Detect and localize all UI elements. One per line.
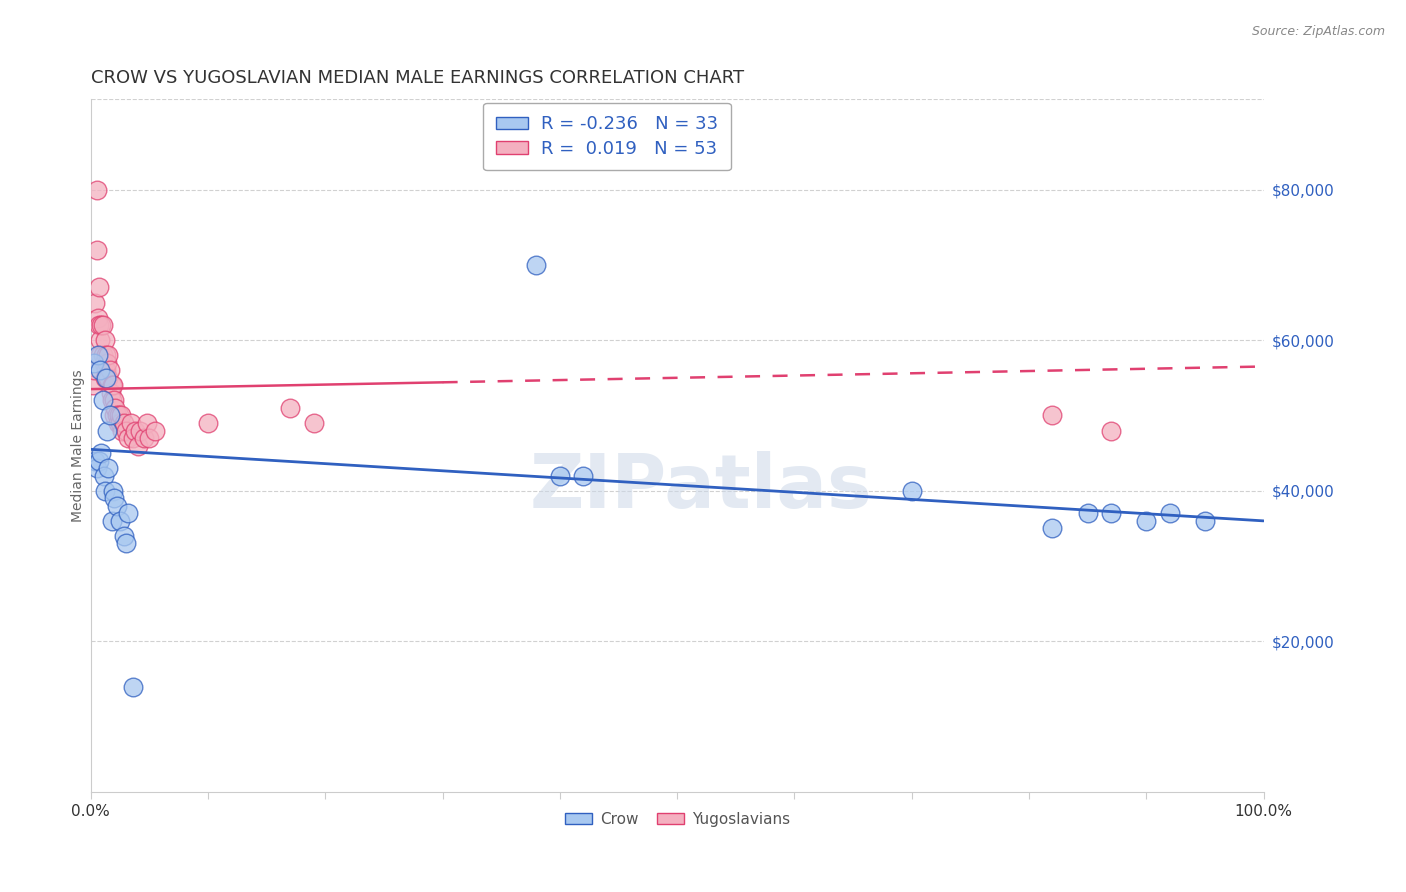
Point	[138, 431, 160, 445]
Text: ZIPatlas: ZIPatlas	[529, 450, 872, 524]
Point	[96, 371, 118, 385]
Point	[112, 416, 135, 430]
Point	[127, 439, 149, 453]
Point	[1159, 506, 1181, 520]
Point	[98, 409, 121, 423]
Point	[104, 401, 127, 415]
Point	[94, 333, 117, 347]
Point	[101, 378, 124, 392]
Point	[572, 468, 595, 483]
Point	[94, 363, 117, 377]
Point	[108, 416, 131, 430]
Point	[115, 424, 138, 438]
Point	[107, 416, 129, 430]
Point	[900, 483, 922, 498]
Point	[97, 461, 120, 475]
Point	[101, 378, 124, 392]
Point	[117, 506, 139, 520]
Point	[90, 318, 112, 332]
Point	[87, 453, 110, 467]
Point	[117, 431, 139, 445]
Point	[86, 182, 108, 196]
Point	[101, 514, 124, 528]
Point	[83, 363, 105, 377]
Point	[103, 409, 125, 423]
Point	[89, 363, 111, 377]
Point	[87, 348, 110, 362]
Point	[94, 483, 117, 498]
Point	[84, 295, 107, 310]
Point	[143, 424, 166, 438]
Point	[278, 401, 301, 415]
Point	[98, 363, 121, 377]
Point	[86, 243, 108, 257]
Point	[1194, 514, 1216, 528]
Point	[105, 499, 128, 513]
Point	[132, 431, 155, 445]
Point	[89, 348, 111, 362]
Point	[91, 348, 114, 362]
Point	[97, 348, 120, 362]
Point	[105, 409, 128, 423]
Point	[96, 356, 118, 370]
Point	[93, 356, 115, 370]
Point	[302, 416, 325, 430]
Point	[108, 409, 131, 423]
Point	[1077, 506, 1099, 520]
Point	[83, 356, 105, 370]
Point	[1135, 514, 1157, 528]
Point	[87, 318, 110, 332]
Point	[86, 461, 108, 475]
Text: CROW VS YUGOSLAVIAN MEDIAN MALE EARNINGS CORRELATION CHART: CROW VS YUGOSLAVIAN MEDIAN MALE EARNINGS…	[91, 69, 744, 87]
Point	[124, 424, 146, 438]
Point	[197, 416, 219, 430]
Point	[120, 416, 142, 430]
Point	[129, 424, 152, 438]
Point	[1042, 521, 1064, 535]
Point	[94, 371, 117, 385]
Point	[1042, 409, 1064, 423]
Point	[84, 453, 107, 467]
Point	[87, 310, 110, 325]
Point	[100, 385, 122, 400]
Point	[110, 409, 132, 423]
Point	[90, 446, 112, 460]
Point	[101, 393, 124, 408]
Point	[548, 468, 571, 483]
Point	[91, 393, 114, 408]
Text: Source: ZipAtlas.com: Source: ZipAtlas.com	[1251, 25, 1385, 38]
Y-axis label: Median Male Earnings: Median Male Earnings	[72, 369, 86, 522]
Point	[122, 431, 145, 445]
Point	[108, 514, 131, 528]
Legend: Crow, Yugoslavians: Crow, Yugoslavians	[558, 805, 796, 833]
Point	[115, 536, 138, 550]
Point	[1099, 424, 1122, 438]
Point	[101, 483, 124, 498]
Point	[103, 393, 125, 408]
Point	[136, 416, 159, 430]
Point	[111, 424, 134, 438]
Point	[93, 468, 115, 483]
Point	[97, 371, 120, 385]
Point	[526, 258, 548, 272]
Point	[122, 680, 145, 694]
Point	[87, 280, 110, 294]
Point	[91, 318, 114, 332]
Point	[89, 333, 111, 347]
Point	[103, 491, 125, 506]
Point	[96, 424, 118, 438]
Point	[82, 378, 104, 392]
Point	[112, 529, 135, 543]
Point	[94, 371, 117, 385]
Point	[94, 348, 117, 362]
Point	[1099, 506, 1122, 520]
